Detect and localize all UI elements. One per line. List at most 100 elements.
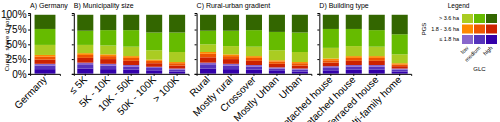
legend-swatch	[462, 14, 473, 23]
bar-segment	[269, 69, 285, 71]
x-axis-line	[320, 74, 412, 76]
x-tick-mark	[399, 74, 400, 76]
bar-segment	[123, 30, 139, 47]
bar-segment	[100, 54, 116, 56]
bar-segment	[100, 64, 116, 66]
bar-segment	[200, 52, 216, 54]
x-axis: Germany	[12, 74, 60, 111]
y-axis-line	[195, 14, 198, 75]
legend-col-label: medium	[463, 45, 481, 63]
bar-segment	[292, 62, 308, 63]
y-tick-mark	[28, 74, 30, 75]
bar-segment	[392, 34, 408, 54]
legend-swatch	[486, 14, 497, 23]
bar-segment	[269, 60, 285, 61]
bar-segment	[346, 67, 362, 70]
bar-segment	[223, 59, 239, 64]
bar-segment	[346, 46, 362, 56]
bar-segment	[123, 58, 139, 61]
bar-segment	[35, 60, 56, 64]
bar-segment	[77, 63, 93, 65]
bar-segment	[200, 31, 216, 45]
legend-swatch	[462, 25, 473, 34]
x-tick-mark	[108, 74, 109, 76]
x-tick: Multi-family home	[340, 74, 403, 122]
bar-segment	[146, 50, 162, 59]
x-tick-mark	[276, 74, 277, 76]
bar-segment	[77, 55, 93, 58]
y-tick-mark	[72, 30, 74, 31]
x-tick-mark	[85, 74, 86, 76]
y-tick-mark	[317, 30, 319, 31]
y-tick	[195, 59, 197, 60]
panel: Detached houseSemi-detached houseTerrace…	[275, 2, 411, 122]
y-axis-title: Cumul. share of pop.	[4, 15, 10, 71]
legend-row-label: 1.8 - 3.6 ha	[431, 26, 460, 32]
bar-segment	[223, 69, 239, 74]
bar-segment	[323, 58, 339, 60]
bar-segment	[169, 63, 185, 65]
bar-segment	[200, 63, 216, 65]
bars	[323, 15, 408, 74]
panel-title: A) Germany	[30, 2, 68, 10]
bar-segment	[269, 67, 285, 68]
bar-segment	[223, 54, 239, 56]
y-tick	[72, 30, 74, 31]
bar-segment	[269, 15, 285, 32]
bar-segment	[146, 61, 162, 63]
x-tick-label: Multi-family home	[340, 74, 403, 122]
bar-segment	[346, 65, 362, 67]
bar-segment	[369, 65, 385, 67]
x-tick-mark	[353, 74, 354, 76]
bar-segment	[200, 69, 216, 74]
bar-segment	[35, 64, 56, 66]
x-tick-mark	[177, 74, 178, 76]
bar-segment	[200, 44, 216, 52]
bar-segment	[269, 71, 285, 74]
bar-segment	[123, 47, 139, 56]
bar-segment	[369, 15, 385, 30]
bar-segment	[246, 15, 262, 30]
y-tick-mark	[195, 59, 197, 60]
bar-segment	[146, 32, 162, 50]
bar-segment	[200, 65, 216, 69]
bar-segment	[169, 69, 185, 70]
bar-segment	[77, 45, 93, 53]
bar-segment	[77, 69, 93, 74]
bar-segment	[100, 45, 116, 54]
y-tick-mark	[72, 15, 74, 16]
bar-segment	[77, 31, 93, 45]
y-tick-label: 0%	[12, 69, 27, 80]
bar-segment	[323, 70, 339, 74]
bar-segment	[392, 15, 408, 34]
bar-segment	[269, 61, 285, 63]
bar-segment	[292, 71, 308, 73]
x-tick-mark	[131, 74, 132, 76]
bar-segment	[35, 55, 56, 57]
bar-segment	[369, 56, 385, 58]
bar-segment	[246, 47, 262, 56]
bar-segment	[123, 56, 139, 58]
bar-segment	[346, 15, 362, 29]
bars	[77, 15, 185, 74]
x-axis-line	[31, 74, 61, 76]
bar-segment	[123, 61, 139, 65]
x-tick-mark	[253, 74, 254, 76]
bar-segment	[369, 67, 385, 70]
bar-segment	[323, 63, 339, 67]
bar-segment	[292, 15, 308, 33]
panel: 0%25%50%75%100%GermanyA) GermanyCumul. s…	[1, 2, 68, 111]
bar-segment	[35, 57, 56, 60]
x-tick-mark	[44, 74, 45, 76]
y-axis-line	[72, 14, 75, 75]
bar-segment	[169, 62, 185, 63]
bar-segment	[169, 52, 185, 62]
legend-col-label: high	[482, 45, 494, 57]
bar-segment	[369, 30, 385, 47]
bar-segment	[292, 52, 308, 62]
legend-title: Legend	[448, 2, 470, 10]
y-tick: 50%	[7, 39, 31, 50]
bar-segment	[346, 70, 362, 74]
y-tick-mark	[195, 74, 197, 75]
bar-segment	[200, 57, 216, 62]
